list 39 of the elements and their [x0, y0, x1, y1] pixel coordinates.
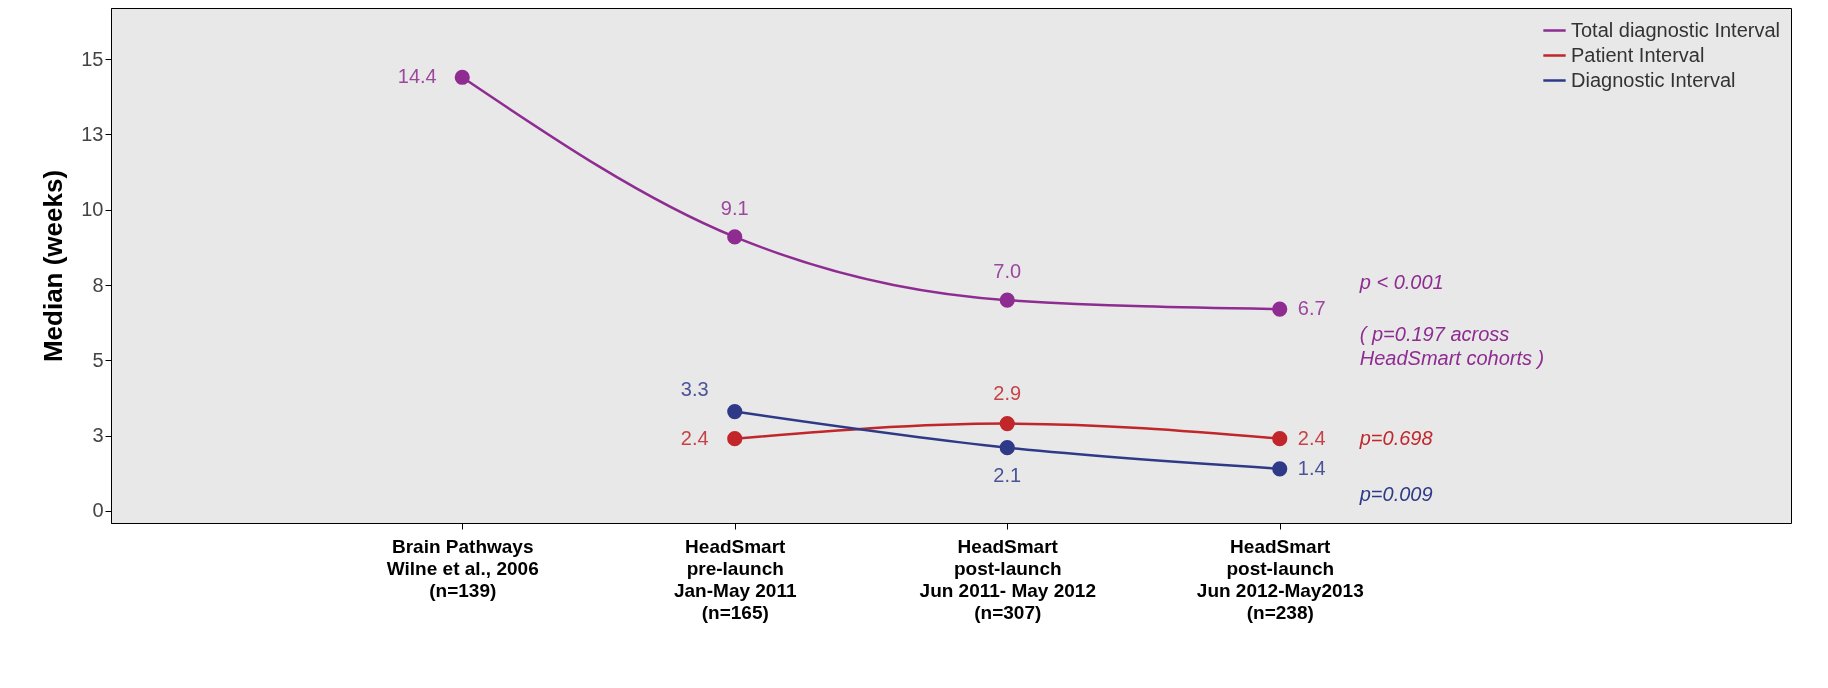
data-label: 3.3	[680, 377, 709, 400]
data-label: 2.4	[680, 426, 709, 449]
y-axis-title: Median (weeks)	[38, 169, 69, 363]
point	[727, 229, 743, 245]
y-tick-label: 0	[92, 499, 104, 522]
y-tick-label: 10	[81, 198, 104, 221]
annotation: p=0.698	[1358, 426, 1433, 449]
data-label: 2.9	[993, 381, 1022, 404]
legend-label: Total diagnostic Interval	[1571, 18, 1781, 41]
point	[1272, 461, 1288, 477]
y-tick-label: 8	[92, 273, 104, 296]
data-label: 9.1	[720, 196, 749, 219]
x-tick-label: HeadSmart pre-launch Jan-May 2011 (n=165)	[673, 535, 797, 623]
point	[999, 416, 1015, 432]
data-label: 6.7	[1297, 297, 1326, 320]
data-label: 7.0	[993, 260, 1022, 283]
point	[999, 440, 1015, 456]
annotation: ( p=0.197 across HeadSmart cohorts )	[1359, 323, 1545, 370]
data-label: 2.1	[993, 463, 1022, 486]
annotation: p=0.009	[1358, 482, 1433, 505]
y-tick-label: 15	[81, 47, 104, 70]
point	[1272, 301, 1288, 317]
data-label: 2.4	[1297, 426, 1326, 449]
legend-label: Patient Interval	[1571, 43, 1705, 66]
x-tick-label: Brain Pathways Wilne et al., 2006 (n=139)	[386, 535, 539, 601]
y-tick-label: 13	[81, 122, 104, 145]
x-tick-label: HeadSmart post-launch Jun 2011- May 2012 (n=307)	[919, 535, 1096, 623]
point	[727, 404, 743, 420]
annotation: p < 0.001	[1358, 271, 1444, 294]
point	[454, 69, 470, 85]
point	[999, 292, 1015, 308]
point	[727, 431, 743, 447]
point	[1272, 431, 1288, 447]
data-label: 14.4	[397, 65, 437, 88]
x-tick-label: HeadSmart post-launch Jun 2012-May2013 (n=238)	[1196, 535, 1364, 623]
data-label: 1.4	[1297, 456, 1326, 479]
y-tick-label: 3	[92, 424, 104, 447]
legend-label: Diagnostic Interval	[1571, 68, 1736, 91]
y-tick-label: 5	[92, 348, 104, 371]
